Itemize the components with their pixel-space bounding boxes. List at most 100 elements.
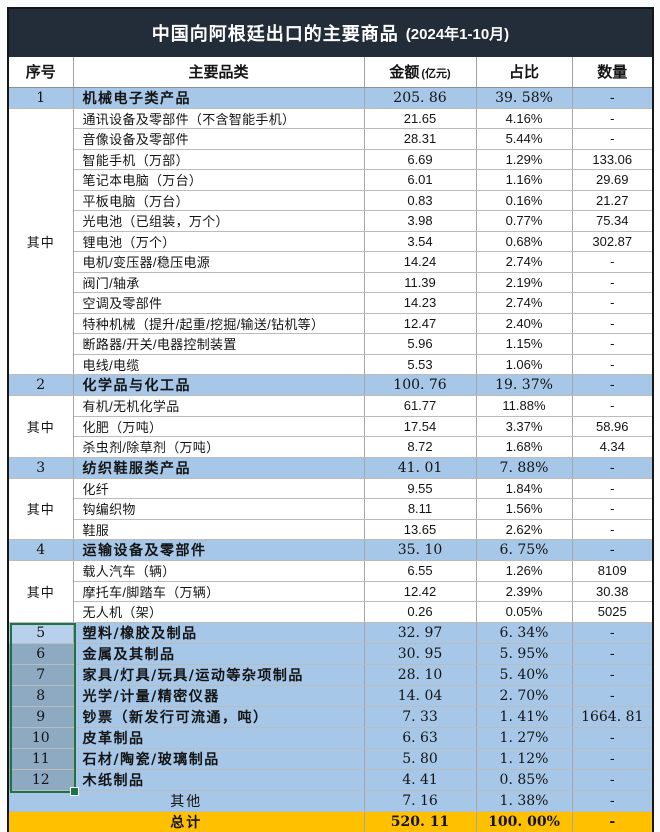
index-cell[interactable]: 4: [9, 539, 74, 561]
category-cell[interactable]: 机械电子类产品: [73, 87, 365, 109]
share-cell[interactable]: 1.56%: [476, 498, 573, 520]
category-cell[interactable]: 其他: [9, 790, 365, 812]
quantity-cell[interactable]: 58.96: [572, 416, 652, 437]
share-cell[interactable]: 1.06%: [476, 354, 573, 375]
category-cell[interactable]: 特种机械（提升/起重/挖掘/输送/钻机等）: [73, 313, 365, 334]
category-cell[interactable]: 化学品与化工品: [73, 374, 365, 396]
category-cell[interactable]: 运输设备及零部件: [73, 539, 365, 561]
quantity-cell[interactable]: 75.34: [572, 210, 652, 232]
quantity-cell[interactable]: 4.34: [572, 436, 652, 458]
quantity-cell[interactable]: -: [572, 769, 652, 791]
category-cell[interactable]: 钩编织物: [73, 498, 365, 520]
quantity-cell[interactable]: -: [572, 108, 652, 129]
merge-label-cell[interactable]: 其中: [9, 395, 74, 458]
share-cell[interactable]: 1.68%: [476, 436, 573, 458]
amount-cell[interactable]: 11.39: [364, 272, 477, 293]
share-cell[interactable]: 0.05%: [476, 601, 573, 623]
index-cell[interactable]: 2: [9, 374, 74, 396]
quantity-cell[interactable]: -: [572, 790, 652, 812]
quantity-cell[interactable]: -: [572, 251, 652, 273]
amount-cell[interactable]: 6.69: [364, 149, 477, 170]
category-cell[interactable]: 通讯设备及零部件（不含智能手机）: [73, 108, 365, 129]
share-cell[interactable]: 2.74%: [476, 251, 573, 273]
amount-cell[interactable]: 7. 16: [364, 790, 477, 812]
category-cell[interactable]: 载人汽车（辆）: [73, 560, 365, 582]
merge-label-cell[interactable]: 其中: [9, 560, 74, 623]
quantity-cell[interactable]: 302.87: [572, 231, 652, 252]
header-share[interactable]: 占比: [476, 57, 573, 88]
quantity-cell[interactable]: -: [572, 622, 652, 644]
category-cell[interactable]: 无人机（架）: [73, 601, 365, 623]
category-cell[interactable]: 化纤: [73, 478, 365, 499]
quantity-cell[interactable]: -: [572, 354, 652, 375]
amount-cell[interactable]: 61.77: [364, 395, 477, 417]
amount-cell[interactable]: 6. 63: [364, 727, 477, 749]
quantity-cell[interactable]: -: [572, 643, 652, 665]
share-cell[interactable]: 5. 95%: [476, 643, 573, 665]
share-cell[interactable]: 6. 75%: [476, 539, 573, 561]
quantity-cell[interactable]: -: [572, 539, 652, 561]
header-qty[interactable]: 数量: [572, 57, 652, 88]
share-cell[interactable]: 7. 88%: [476, 457, 573, 479]
amount-cell[interactable]: 7. 33: [364, 706, 477, 728]
share-cell[interactable]: 100. 00%: [476, 811, 573, 832]
share-cell[interactable]: 1. 41%: [476, 706, 573, 728]
quantity-cell[interactable]: -: [572, 457, 652, 479]
amount-cell[interactable]: 0.83: [364, 190, 477, 211]
share-cell[interactable]: 2.40%: [476, 313, 573, 334]
quantity-cell[interactable]: -: [572, 87, 652, 109]
amount-cell[interactable]: 205. 86: [364, 87, 477, 109]
category-cell[interactable]: 平板电脑（万台）: [73, 190, 365, 211]
category-cell[interactable]: 音像设备及零部件: [73, 128, 365, 150]
amount-cell[interactable]: 6.55: [364, 560, 477, 582]
amount-cell[interactable]: 100. 76: [364, 374, 477, 396]
merge-label-cell[interactable]: 其中: [9, 108, 74, 375]
quantity-cell[interactable]: 133.06: [572, 149, 652, 170]
quantity-cell[interactable]: -: [572, 727, 652, 749]
amount-cell[interactable]: 12.47: [364, 313, 477, 334]
category-cell[interactable]: 锂电池（万个）: [73, 231, 365, 252]
share-cell[interactable]: 2. 70%: [476, 685, 573, 707]
amount-cell[interactable]: 8.11: [364, 498, 477, 520]
category-cell[interactable]: 笔记本电脑（万台）: [73, 169, 365, 191]
amount-cell[interactable]: 12.42: [364, 581, 477, 602]
quantity-cell[interactable]: -: [572, 395, 652, 417]
category-cell[interactable]: 摩托车/脚踏车（万辆）: [73, 581, 365, 602]
category-cell[interactable]: 金属及其制品: [73, 643, 365, 665]
amount-cell[interactable]: 3.98: [364, 210, 477, 232]
amount-cell[interactable]: 9.55: [364, 478, 477, 499]
share-cell[interactable]: 2.62%: [476, 519, 573, 540]
amount-cell[interactable]: 3.54: [364, 231, 477, 252]
table-title[interactable]: 中国向阿根廷出口的主要商品 (2024年1-10月): [9, 9, 652, 57]
share-cell[interactable]: 11.88%: [476, 395, 573, 417]
amount-cell[interactable]: 4. 41: [364, 769, 477, 791]
category-cell[interactable]: 石材/陶瓷/玻璃制品: [73, 748, 365, 770]
amount-cell[interactable]: 5.53: [364, 354, 477, 375]
quantity-cell[interactable]: -: [572, 519, 652, 540]
amount-cell[interactable]: 8.72: [364, 436, 477, 458]
share-cell[interactable]: 0. 85%: [476, 769, 573, 791]
amount-cell[interactable]: 17.54: [364, 416, 477, 437]
share-cell[interactable]: 0.16%: [476, 190, 573, 211]
quantity-cell[interactable]: 1664. 81: [572, 706, 652, 728]
share-cell[interactable]: 3.37%: [476, 416, 573, 437]
share-cell[interactable]: 5.44%: [476, 128, 573, 150]
quantity-cell[interactable]: -: [572, 748, 652, 770]
quantity-cell[interactable]: -: [572, 313, 652, 334]
category-cell[interactable]: 杀虫剂/除草剂（万吨）: [73, 436, 365, 458]
quantity-cell[interactable]: 30.38: [572, 581, 652, 602]
merge-label-cell[interactable]: 其中: [9, 478, 74, 540]
share-cell[interactable]: 1.16%: [476, 169, 573, 191]
share-cell[interactable]: 1. 12%: [476, 748, 573, 770]
quantity-cell[interactable]: -: [572, 333, 652, 355]
category-cell[interactable]: 钞票（新发行可流通，吨）: [73, 706, 365, 728]
share-cell[interactable]: 0.68%: [476, 231, 573, 252]
share-cell[interactable]: 1.26%: [476, 560, 573, 582]
amount-cell[interactable]: 14. 04: [364, 685, 477, 707]
index-cell[interactable]: 12: [9, 769, 74, 791]
index-cell[interactable]: 11: [9, 748, 74, 770]
quantity-cell[interactable]: 29.69: [572, 169, 652, 191]
quantity-cell[interactable]: -: [572, 292, 652, 314]
category-cell[interactable]: 化肥（万吨）: [73, 416, 365, 437]
amount-cell[interactable]: 520. 11: [364, 811, 477, 832]
